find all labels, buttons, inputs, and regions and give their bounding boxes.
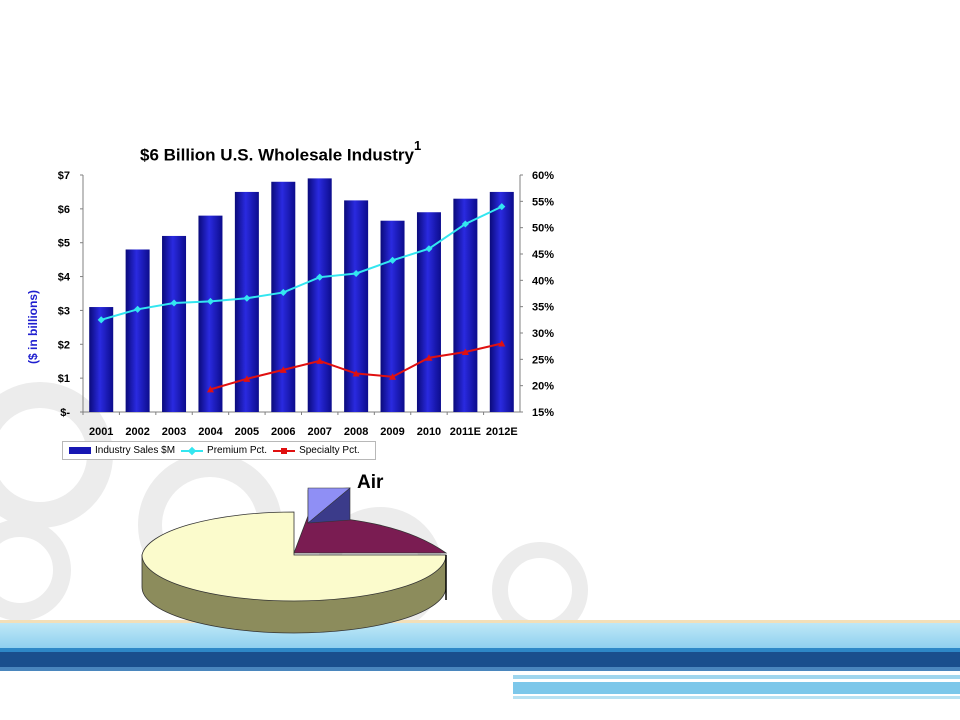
x-tick-label: 2002 [125,426,149,438]
x-tick-label: 2012E [486,426,518,438]
left-tick-label: $3 [58,305,70,317]
right-tick-label: 60% [532,170,554,182]
left-tick-label: $- [60,407,70,419]
x-tick-label: 2001 [89,426,113,438]
bar-2012E [490,192,514,412]
bar-series [89,178,514,412]
right-tick-label: 15% [532,407,554,419]
footer-bands [0,620,960,699]
left-tick-label: $4 [58,272,71,284]
chart-title: $6 Billion U.S. Wholesale Industry1 [140,142,421,166]
right-tick-label: 50% [532,223,554,235]
bar-2007 [308,178,332,412]
x-tick-label: 2004 [198,426,223,438]
right-tick-label: 45% [532,249,554,261]
bar-2003 [162,236,186,412]
x-tick-label: 2009 [380,426,404,438]
y-axis-label-container: ($ in billions) [18,250,48,410]
bar-2008 [344,200,368,412]
line-series [98,203,506,392]
legend-swatch-bar [69,447,91,454]
bar-2002 [126,249,150,412]
left-tick-label: $2 [58,339,70,351]
right-tick-label: 20% [532,381,554,393]
bar-2006 [271,182,295,412]
right-tick-label: 30% [532,328,554,340]
left-tick-label: $5 [58,238,70,250]
bar-2009 [381,221,405,412]
pie-label-air: Air [357,472,383,494]
legend-item-sales: Industry Sales $M [69,445,175,456]
y-axis-label: ($ in billions) [26,257,40,397]
left-tick-label: $7 [58,170,70,182]
line-premium [101,207,502,320]
right-tick-label: 25% [532,354,554,366]
title-footnote: 1 [414,138,421,153]
pie-chart [142,488,446,633]
chart-legend: Industry Sales $M Premium Pct. Specialty… [62,441,376,460]
right-tick-label: 55% [532,196,554,208]
x-tick-label: 2006 [271,426,295,438]
x-tick-label: 2010 [417,426,441,438]
x-tick-label: 2003 [162,426,186,438]
left-tick-label: $6 [58,204,70,216]
x-tick-label: 2007 [307,426,331,438]
legend-swatch-premium [181,450,203,452]
right-tick-label: 35% [532,302,554,314]
left-tick-label: $1 [58,373,70,385]
bar-2004 [198,216,222,412]
legend-swatch-specialty [273,450,295,452]
x-tick-label: 2005 [235,426,259,438]
right-tick-label: 40% [532,275,554,287]
legend-item-premium: Premium Pct. [181,445,267,456]
legend-item-specialty: Specialty Pct. [273,445,360,456]
x-tick-label: 2011E [450,426,481,438]
x-tick-label: 2008 [344,426,368,438]
